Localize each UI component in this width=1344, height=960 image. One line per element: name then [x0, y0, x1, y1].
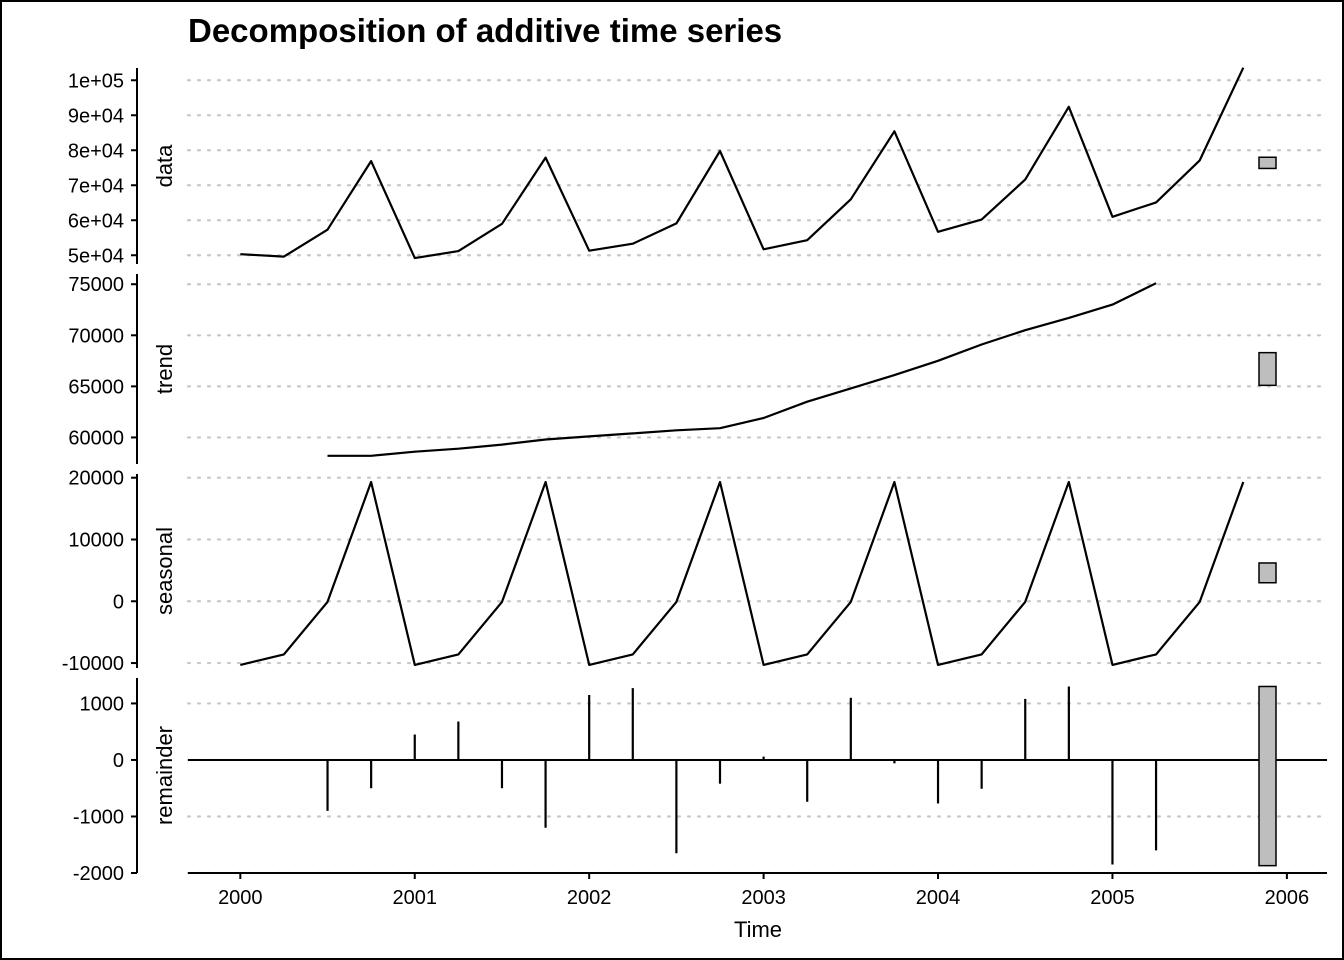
y-tick-label-remainder-0: -2000	[73, 863, 124, 885]
series-line-seasonal	[240, 480, 1245, 667]
y-axis-title-data: data	[152, 144, 177, 188]
x-axis: 2000 2001 2002 2003 2004 2005 2006	[188, 872, 1327, 909]
y-tick-label-remainder-3: 1000	[80, 693, 125, 715]
x-tick-label-2: 2002	[567, 887, 612, 909]
x-tick-label-6: 2006	[1265, 887, 1310, 909]
series-line-trend	[327, 282, 1157, 457]
y-tick-label-data-2: 7e+04	[68, 175, 124, 197]
y-tick-label-seasonal-1: 0	[113, 591, 124, 613]
x-tick-label-1: 2001	[393, 887, 438, 909]
x-tick-label-0: 2000	[218, 887, 263, 909]
scale-bar-trend	[1258, 351, 1277, 387]
y-tick-label-data-1: 6e+04	[68, 210, 124, 232]
panel-data: 5e+04 6e+04 7e+04 8e+04 9e+04 1e+05 data	[68, 67, 1329, 267]
panel-trend: 60000 65000 70000 75000 trend	[68, 274, 1329, 464]
y-tick-label-remainder-2: 0	[113, 750, 124, 772]
scale-bar-remainder	[1258, 685, 1277, 867]
chart-panels: 5e+046e+047e+048e+049e+041e+05data600006…	[62, 67, 1329, 885]
scale-bar-data	[1258, 156, 1277, 170]
chart-title: Decomposition of additive time series	[188, 12, 782, 49]
y-tick-label-trend-1: 65000	[68, 376, 124, 398]
y-tick-label-trend-3: 75000	[68, 274, 124, 296]
x-axis-title: Time	[734, 917, 782, 942]
y-tick-label-data-0: 5e+04	[68, 245, 124, 267]
y-tick-label-remainder-1: -1000	[73, 806, 124, 828]
x-tick-label-4: 2004	[916, 887, 961, 909]
y-tick-label-trend-0: 60000	[68, 427, 124, 449]
y-axis-title-remainder: remainder	[152, 726, 177, 825]
y-tick-label-data-4: 9e+04	[68, 105, 124, 127]
y-tick-label-trend-2: 70000	[68, 325, 124, 347]
y-tick-label-seasonal-2: 10000	[68, 529, 124, 551]
x-tick-label-5: 2005	[1090, 887, 1135, 909]
y-axis-title-trend: trend	[152, 344, 177, 394]
y-tick-label-data-5: 1e+05	[68, 70, 124, 92]
scale-bar-seasonal	[1258, 562, 1277, 584]
y-tick-label-seasonal-0: -10000	[62, 653, 124, 675]
y-axis-title-seasonal: seasonal	[152, 527, 177, 615]
y-tick-label-seasonal-3: 20000	[68, 468, 124, 490]
panel-seasonal: -10000 0 10000 20000 seasonal	[62, 468, 1329, 675]
x-tick-label-3: 2003	[741, 887, 786, 909]
series-line-data	[240, 67, 1245, 260]
y-tick-label-data-3: 8e+04	[68, 140, 124, 162]
